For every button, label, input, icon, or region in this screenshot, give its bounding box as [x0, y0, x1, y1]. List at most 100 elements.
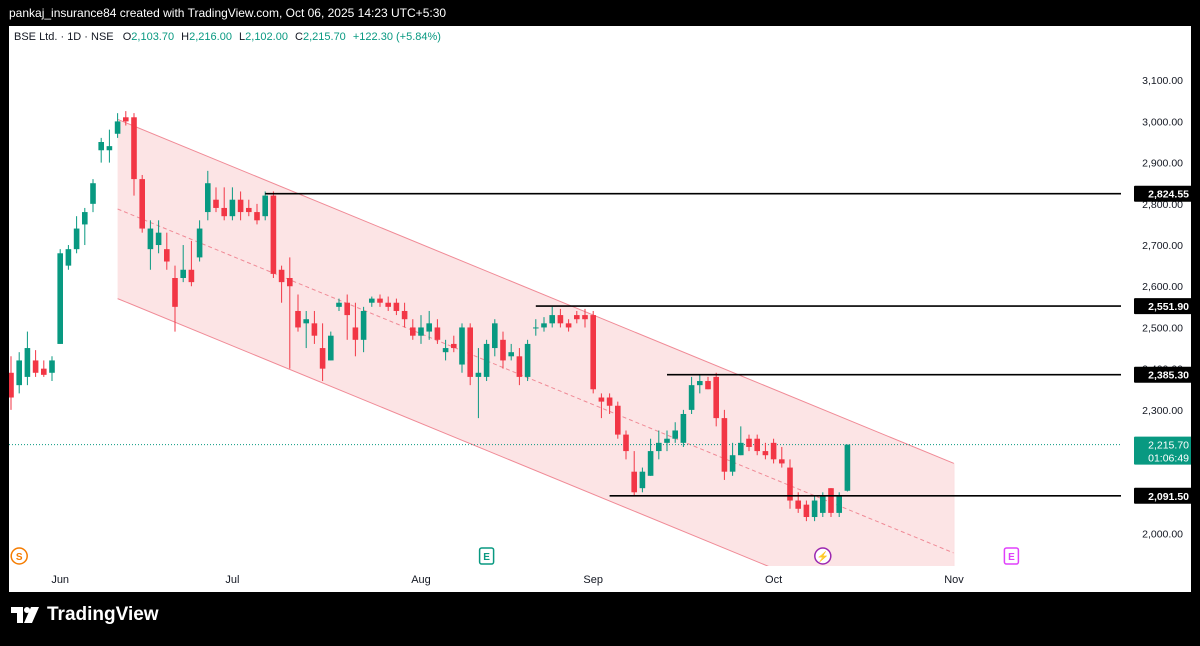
candle [541, 317, 547, 332]
candle-body [172, 278, 178, 307]
candle [57, 249, 63, 344]
candle-body [246, 207, 252, 213]
candle-body [590, 315, 596, 390]
earnings-icon-glyph: E [483, 552, 490, 563]
candle-body [221, 207, 227, 217]
candle-body [656, 442, 662, 452]
channel-fill [117, 119, 954, 566]
time-tick-label: Nov [944, 574, 964, 586]
candle-body [459, 327, 465, 365]
candle [729, 442, 736, 476]
candle [401, 302, 408, 328]
candle [311, 310, 318, 344]
candle [147, 220, 154, 270]
candle [278, 265, 285, 303]
low-value: 2,102.00 [245, 31, 288, 43]
candle-body [467, 327, 473, 377]
candle [82, 207, 88, 246]
candle-body [688, 385, 695, 410]
candle-body [672, 430, 678, 439]
candle [574, 310, 580, 324]
candle-body [721, 418, 728, 472]
candle [196, 220, 203, 262]
candlestick-chart[interactable]: 3,100.00 3,000.00 2,900.00 2,800.00 2,700.00… [9, 26, 1191, 592]
candle [524, 339, 531, 382]
candle-body [32, 360, 39, 373]
candle [442, 339, 449, 361]
candle-body [131, 117, 137, 180]
candle-body [262, 195, 268, 217]
price-axis: 3,100.00 3,000.00 2,900.00 2,800.00 2,700.00… [1134, 75, 1191, 541]
candle-body [82, 212, 88, 225]
candle-body [524, 343, 531, 377]
candle-body [16, 360, 22, 386]
candle [606, 393, 613, 414]
candle-body [369, 298, 375, 303]
candle-body [164, 249, 170, 262]
header-bar: pankaj_insurance84 created with TradingV… [0, 0, 1200, 26]
candle-body [516, 356, 523, 377]
symbol-name: BSE Ltd. · 1D · NSE [14, 31, 114, 43]
candle [73, 216, 80, 254]
candle [721, 409, 728, 480]
candle [9, 356, 14, 410]
candle-body [483, 343, 490, 377]
candle [451, 335, 457, 353]
candle-body [664, 438, 670, 443]
level-label-text: 2,385.30 [1148, 370, 1189, 382]
candle-body [565, 323, 572, 328]
candle-body [738, 442, 744, 456]
candle [205, 170, 211, 221]
candle [779, 446, 785, 468]
candle [647, 438, 654, 476]
candle-body [410, 327, 416, 336]
candle [24, 331, 31, 386]
last-price-box [1134, 436, 1191, 465]
low-label: L [239, 31, 246, 43]
candle [844, 444, 851, 492]
dividend-icon-glyph: S [16, 552, 23, 563]
candle [516, 348, 523, 386]
candle [352, 302, 359, 357]
channel-lower-line [117, 298, 769, 566]
candle-body [844, 444, 851, 491]
tradingview-logo[interactable]: TradingView [11, 604, 159, 626]
candle-body [24, 348, 31, 377]
candle [336, 298, 342, 311]
candle-body [393, 302, 400, 311]
candle [639, 467, 646, 493]
earnings-icon[interactable]: E [478, 547, 495, 565]
candle [295, 294, 301, 332]
candle-body [574, 315, 580, 320]
candle-body [196, 228, 203, 258]
split-flash-icon[interactable]: ⚡ [814, 547, 832, 565]
candle-body [278, 269, 285, 283]
candle [123, 111, 129, 126]
future-earnings-icon[interactable]: E [1003, 547, 1020, 565]
candle-body [98, 142, 104, 151]
candle-body [492, 323, 498, 349]
plot-area [9, 111, 1121, 566]
candle-body [762, 451, 769, 456]
open-label: O [122, 31, 132, 43]
candle [32, 350, 39, 377]
candle-body [90, 183, 96, 204]
candle-body [680, 413, 687, 443]
dividend-icon[interactable]: S [10, 547, 28, 565]
candle [246, 199, 252, 217]
candle [590, 310, 596, 394]
symbol-legend: BSE Ltd. · 1D · NSE O2,103.70 H2,216.00 … [14, 31, 441, 43]
level-label-text: 2,824.55 [1148, 189, 1189, 201]
last-price-label: 2,215.70 [1148, 440, 1189, 452]
candle [377, 294, 383, 307]
candle-body [188, 269, 195, 283]
candle-body [139, 179, 145, 229]
candle-body [73, 228, 80, 250]
candle-body [475, 372, 482, 377]
candle-body [541, 323, 547, 328]
candle-body [631, 471, 637, 493]
candle [221, 187, 227, 221]
candle-body [352, 327, 359, 340]
candle [582, 308, 588, 328]
level-label-box [1134, 298, 1191, 315]
